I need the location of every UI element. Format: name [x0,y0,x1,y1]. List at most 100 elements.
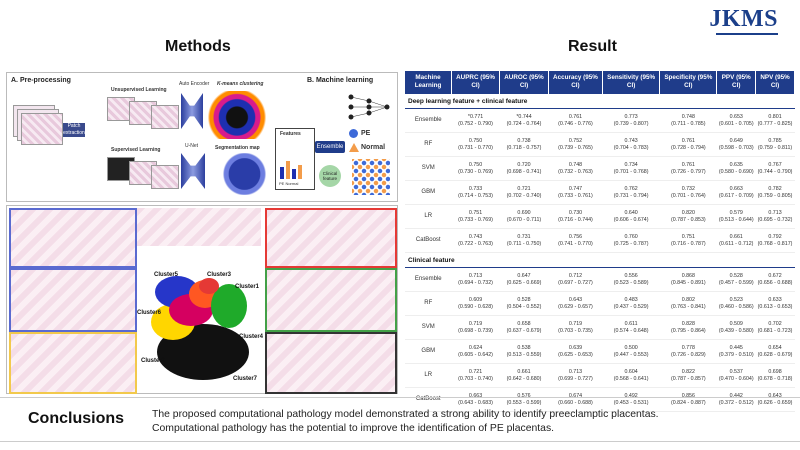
clinical-feature-circle: Clinical feature [319,165,341,187]
metric-value: 0.733 [468,185,483,192]
metric-value: 0.778 [681,344,695,351]
metric-ci: (0.759 - 0.811) [757,144,793,151]
metric-value: 0.658 [517,320,531,327]
table-row: RF 0.609 (0.590 - 0.628) 0.528 (0.504 - 0.55… [405,291,795,316]
metric-cell: 0.750 (0.731 - 0.770) [451,132,500,157]
metric-ci: (0.724 - 0.764) [506,120,542,127]
metric-value: 0.743 [624,137,638,144]
metric-cell: 0.654 (0.628 - 0.679) [755,339,795,364]
metric-ci: (0.601 - 0.705) [718,120,754,127]
metric-ci: (0.453 - 0.531) [613,399,649,406]
metric-cell: 0.647 (0.625 - 0.669) [499,267,549,292]
metric-cell: 0.653 (0.601 - 0.705) [716,108,756,133]
metric-value: 0.698 [768,368,782,375]
metric-ci: (0.447 - 0.553) [613,351,649,358]
metric-ci: (0.714 - 0.753) [458,192,493,199]
metric-ci: (0.744 - 0.790) [757,168,793,175]
kmeans-scatter [207,91,282,139]
patch-tile [151,165,179,189]
metric-cell: 0.751 (0.716 - 0.787) [659,228,717,253]
features-box: Features PE Normal [275,128,315,190]
metric-ci: (0.824 - 0.887) [670,399,706,406]
feature-bar [298,165,302,179]
section-row: Deep learning feature + clinical feature [405,93,795,109]
metric-ci: (0.681 - 0.723) [757,327,793,334]
metric-value: 0.761 [681,137,695,144]
unsupervised-label: Unsupervised Learning [111,87,167,93]
table-row: RF 0.750 (0.731 - 0.770) 0.738 (0.718 - 0.75… [405,132,795,157]
results-table: Machine Learning AUPRC (95% CI) AUROC (9… [405,71,795,412]
metric-cell: 0.713 (0.695 - 0.732) [755,204,795,229]
metric-cell: 0.556 (0.523 - 0.589) [602,267,660,292]
cluster5-patches [9,208,137,268]
patch-extraction-label: Patch extraction [63,123,85,137]
metric-ci: (0.704 - 0.783) [613,144,649,151]
metric-cell: 0.721 (0.702 - 0.740) [499,180,549,205]
table-header-row: Machine Learning AUPRC (95% CI) AUROC (9… [405,71,795,94]
metric-value: 0.752 [568,137,583,144]
metric-value: *0.744 [516,113,532,120]
methods-title: Methods [165,38,231,55]
metric-cell: 0.721 (0.703 - 0.740) [451,363,500,388]
neural-network-icon [348,94,390,120]
feature-bar [286,161,290,179]
metric-cell: 0.509 (0.439 - 0.580) [716,315,756,340]
metric-value: 0.640 [624,209,638,216]
metric-ci: (0.568 - 0.641) [613,375,649,382]
metric-value: 0.624 [468,344,483,351]
metric-value: 0.856 [681,392,695,399]
metric-value: 0.713 [568,368,583,375]
preprocessing-label: A. Pre-processing [11,77,71,84]
journal-logo: JKMS [709,6,778,32]
metric-value: 0.782 [768,185,782,192]
model-name: Ensemble [405,108,452,133]
metric-value: 0.747 [568,185,583,192]
metric-cell: 0.748 (0.711 - 0.785) [659,108,717,133]
classification-scatter [352,159,390,195]
metric-ci: (0.613 - 0.653) [757,303,793,310]
metric-value: 0.672 [768,272,782,279]
metric-ci: (0.457 - 0.599) [718,279,754,286]
metric-ci: (0.722 - 0.763) [458,240,493,247]
metric-ci: (0.731 - 0.770) [458,144,493,151]
ensemble-box: Ensemble [315,141,345,153]
metric-value: 0.751 [681,233,695,240]
metric-cell: 0.782 (0.759 - 0.805) [755,180,795,205]
metric-cell: 0.792 (0.768 - 0.817) [755,228,795,253]
metric-cell: 0.528 (0.457 - 0.599) [716,267,756,292]
metric-value: 0.748 [681,113,695,120]
header-cell: AUROC (95% CI) [499,71,549,94]
metric-value: 0.643 [568,296,583,303]
metric-cell: 0.750 (0.730 - 0.769) [451,156,500,181]
metric-cell: 0.733 (0.714 - 0.753) [451,180,500,205]
divider-top [0,397,800,398]
metric-ci: (0.716 - 0.744) [558,216,593,223]
metric-value: 0.528 [729,272,743,279]
conclusions-title: Conclusions [28,410,125,427]
metric-ci: (0.460 - 0.586) [718,303,754,310]
model-name: LR [405,363,452,388]
metric-ci: (0.701 - 0.768) [613,168,649,175]
metric-ci: (0.637 - 0.679) [506,327,542,334]
metric-value: 0.445 [729,344,743,351]
cluster6-label: Cluster6 [137,310,162,316]
metric-value: 0.690 [517,209,531,216]
cluster-figure: Cluster5 Cluster3 Cluster1 Cluster6 Clus… [6,205,398,394]
metric-cell: 0.658 (0.637 - 0.679) [499,315,549,340]
model-name: Ensemble [405,267,452,292]
metric-value: 0.773 [624,113,638,120]
metric-ci: (0.372 - 0.512) [718,399,754,406]
metric-ci: (0.732 - 0.763) [558,168,593,175]
metric-cell: 0.624 (0.605 - 0.642) [451,339,500,364]
methods-pipeline-diagram: A. Pre-processing B. Machine learning Pa… [6,72,398,202]
metric-ci: (0.513 - 0.644) [718,216,754,223]
metric-value: 0.822 [681,368,695,375]
metric-ci: (0.718 - 0.757) [506,144,542,151]
metric-ci: (0.626 - 0.659) [757,399,793,406]
metric-cell: 0.720 (0.698 - 0.741) [499,156,549,181]
metric-cell: 0.785 (0.759 - 0.811) [755,132,795,157]
feature-bar [292,169,296,179]
metric-ci: (0.553 - 0.599) [506,399,542,406]
metric-value: 0.756 [568,233,583,240]
metric-ci: (0.731 - 0.794) [613,192,649,199]
